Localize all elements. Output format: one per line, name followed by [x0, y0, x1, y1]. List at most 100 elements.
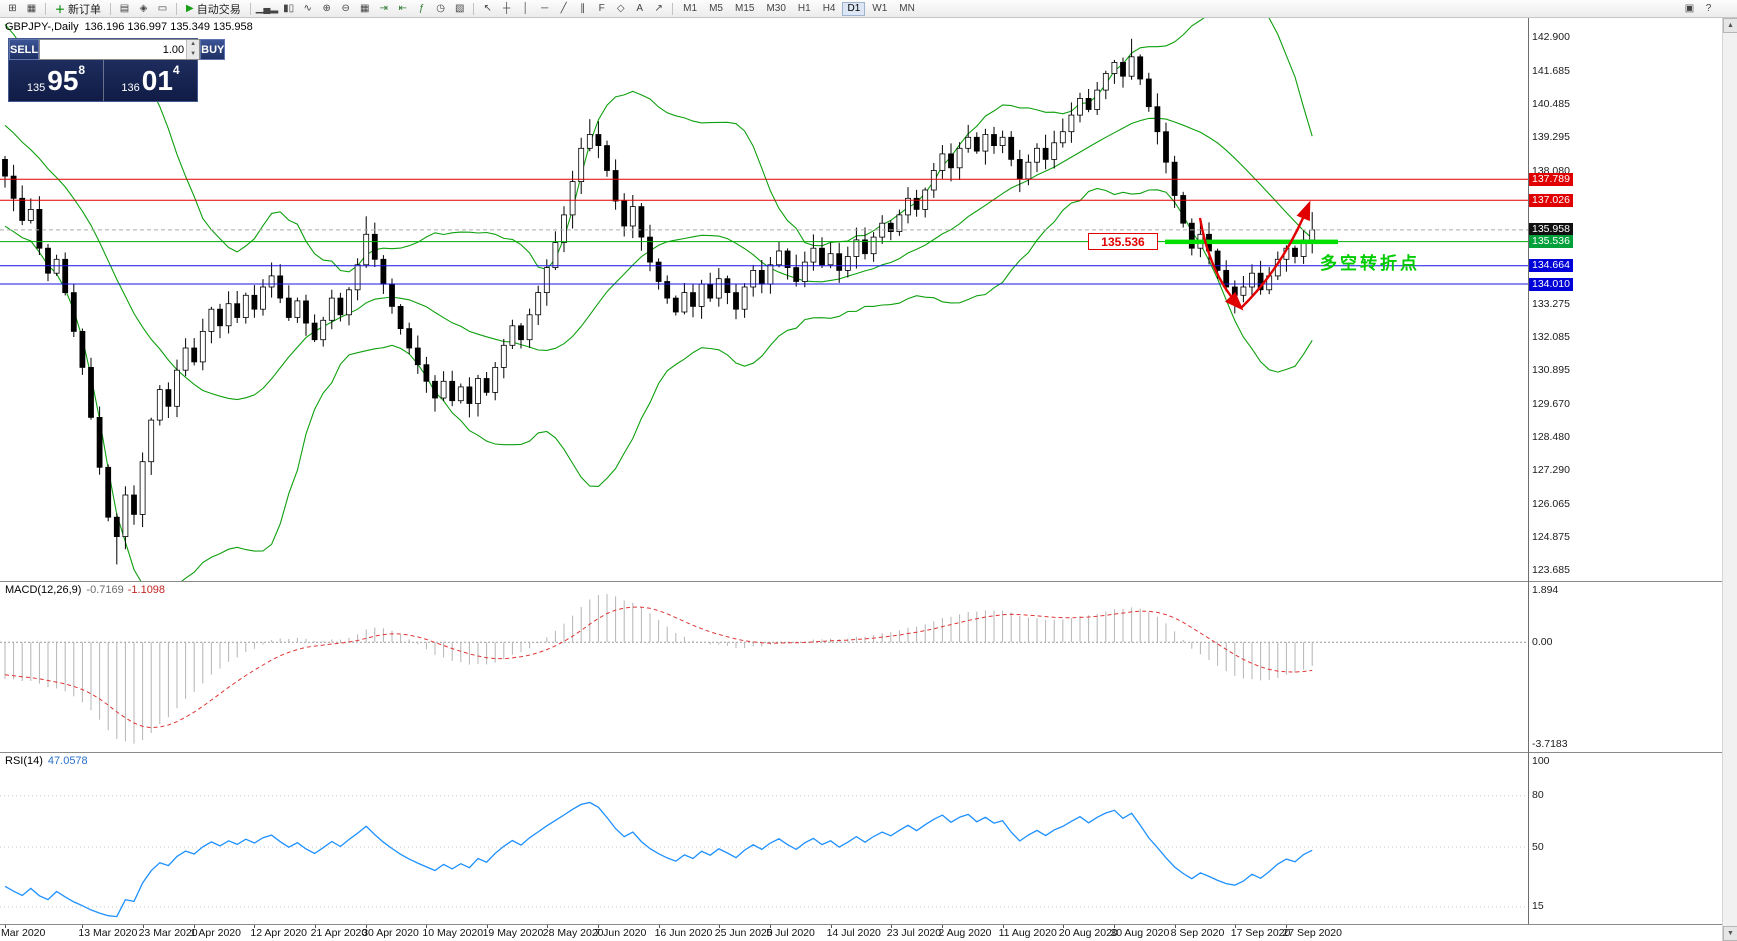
new-order-button[interactable]: ＋ 新订单	[50, 1, 106, 17]
axis-scale-label: 139.295	[1532, 130, 1570, 143]
rsi-value: 47.0578	[47, 755, 88, 767]
tile-windows-icon[interactable]: ▦	[359, 3, 370, 14]
timeframe-M5[interactable]: M5	[709, 3, 723, 14]
vertical-scrollbar[interactable]: ▲ ▼	[1722, 18, 1737, 941]
axis-scale-label: -3.7183	[1532, 737, 1568, 750]
volume-spinner-down[interactable]: ▼	[186, 49, 200, 59]
scrollbar-up-button[interactable]: ▲	[1723, 18, 1737, 33]
file-toolbar-group: ⊞ ▦	[3, 1, 41, 16]
date-label: Mar 2020	[1, 927, 46, 939]
templates-icon[interactable]: ▧	[454, 3, 465, 14]
zoom-in-icon[interactable]: ⊕	[322, 3, 331, 14]
window-arrange-icon[interactable]: ▣	[1684, 3, 1695, 14]
price-axis[interactable]: 142.900 141.685 140.485 139.295 138.080 133.2…	[1529, 0, 1722, 941]
line-chart-icon[interactable]: ∿	[303, 3, 312, 14]
axis-scale-label: 128.480	[1532, 430, 1570, 443]
date-label: 11 Aug 2020	[998, 927, 1057, 939]
text-icon[interactable]: A	[636, 3, 643, 14]
candlestick-chart[interactable]	[0, 18, 1528, 581]
timeframe-MN[interactable]: MN	[899, 3, 915, 14]
rsi-name: RSI(14)	[5, 755, 43, 767]
chart-profiles-icon[interactable]: ▦	[26, 3, 37, 14]
chart-shift-icon[interactable]: ⇤	[398, 3, 407, 14]
cursor-icon[interactable]: ↖	[483, 3, 492, 14]
timeframe-M30[interactable]: M30	[766, 3, 786, 14]
date-tick	[486, 924, 488, 928]
timeframe-M15[interactable]: M15	[734, 3, 755, 14]
arrow-marks-icon[interactable]: ↗	[654, 3, 663, 14]
new-chart-icon[interactable]: ⊞	[8, 3, 17, 14]
timeframe-W1[interactable]: W1	[872, 3, 888, 14]
symbol-name: GBPJPY-,Daily	[5, 21, 79, 33]
axis-scale-label: 100	[1532, 755, 1550, 768]
axis-scale-label: 129.670	[1532, 397, 1570, 410]
date-label: 30 Apr 2020	[362, 927, 419, 939]
fibonacci-icon[interactable]: F	[598, 3, 605, 14]
bar-chart-icon[interactable]: ▁▄▂	[255, 3, 279, 14]
volume-spinner-up[interactable]: ▲	[186, 40, 200, 50]
date-tick	[658, 924, 660, 928]
macd-label: MACD(12,26,9) -0.7169 -1.1098	[5, 584, 165, 596]
date-tick	[830, 924, 832, 928]
horizontal-line-icon[interactable]: ─	[541, 3, 549, 14]
special-price-label: 134.010	[1529, 277, 1573, 291]
auto-scroll-icon[interactable]: ⇥	[379, 3, 388, 14]
date-tick	[5, 924, 6, 928]
vertical-line-icon[interactable]: │	[522, 3, 529, 14]
date-tick	[1114, 924, 1116, 928]
axis-scale-label: 15	[1532, 900, 1544, 913]
navigator-icon[interactable]: ◈	[139, 3, 148, 14]
time-axis[interactable]: Mar 2020 13 Mar 2020 23 Mar 2020 1 Apr 2020…	[0, 924, 1528, 941]
macd-main-value: -0.7169	[86, 584, 124, 596]
volume-input[interactable]	[40, 40, 187, 59]
candlestick-chart-icon[interactable]: ▮▯	[283, 3, 295, 14]
toolbar-separator	[110, 2, 111, 15]
symbol-ohlc-label: GBPJPY-,Daily 136.196 136.997 135.349 135…	[5, 21, 253, 33]
crosshair-icon[interactable]: ┼	[503, 3, 511, 14]
timeframe-D1[interactable]: D1	[842, 1, 866, 16]
trendline-icon[interactable]: ╱	[560, 3, 567, 14]
toolbar-separator	[176, 2, 177, 15]
axis-scale-label: 1.894	[1532, 583, 1559, 596]
date-label: 10 May 2020	[422, 927, 484, 939]
market-watch-icon[interactable]: ▤	[119, 3, 130, 14]
date-tick	[142, 924, 144, 928]
date-label: 7 Jun 2020	[594, 927, 647, 939]
date-label: 19 May 2020	[482, 927, 544, 939]
terminal-icon[interactable]: ▭	[157, 3, 168, 14]
date-label: 5 Jul 2020	[766, 927, 815, 939]
toolbar-separator	[45, 2, 46, 15]
scrollbar-down-button[interactable]: ▼	[1723, 926, 1737, 941]
special-price-label: 135.958	[1529, 223, 1573, 237]
zoom-out-icon[interactable]: ⊖	[341, 3, 350, 14]
buy-price[interactable]: 136 01 4	[103, 60, 197, 101]
special-price-label: 137.026	[1529, 193, 1573, 207]
rsi-panel-resizer[interactable]	[0, 752, 1722, 753]
turning-point-annotation[interactable]: 多空转折点	[1320, 254, 1420, 273]
view-toolbar-group: ▤ ◈ ▭	[115, 1, 172, 16]
help-icon[interactable]: ?	[1705, 3, 1712, 14]
special-price-label: 137.789	[1529, 172, 1573, 186]
price-callout[interactable]: 135.536	[1088, 233, 1158, 250]
rsi-indicator-chart[interactable]	[0, 753, 1528, 924]
sell-price[interactable]: 135 95 8	[9, 60, 103, 101]
special-price-label: 135.536	[1529, 235, 1573, 249]
timeframe-M1[interactable]: M1	[683, 3, 698, 14]
date-tick	[890, 924, 892, 928]
periods-icon[interactable]: ◷	[436, 3, 446, 14]
date-tick	[1002, 924, 1004, 928]
channel-icon[interactable]: ∥	[580, 3, 586, 14]
timeframe-H1[interactable]: H1	[797, 3, 811, 14]
timeframe-H4[interactable]: H4	[822, 3, 836, 14]
shapes-icon[interactable]: ◇	[616, 3, 625, 14]
buy-button[interactable]: BUY	[200, 39, 226, 60]
buy-price-pip: 4	[172, 63, 180, 77]
macd-indicator-chart[interactable]	[0, 582, 1528, 752]
volume-field: ▲ ▼	[39, 39, 201, 60]
indicators-icon[interactable]: ƒ	[418, 3, 425, 14]
drawing-toolbar-group: ↖ ┼ │ ─ ╱ ∥ F ◇ A ↗	[478, 1, 668, 16]
sell-button[interactable]: SELL	[9, 39, 40, 60]
macd-panel-resizer[interactable]	[0, 581, 1722, 582]
macd-name: MACD(12,26,9)	[5, 584, 82, 596]
auto-trading-button[interactable]: ▶ 自动交易	[181, 1, 246, 17]
